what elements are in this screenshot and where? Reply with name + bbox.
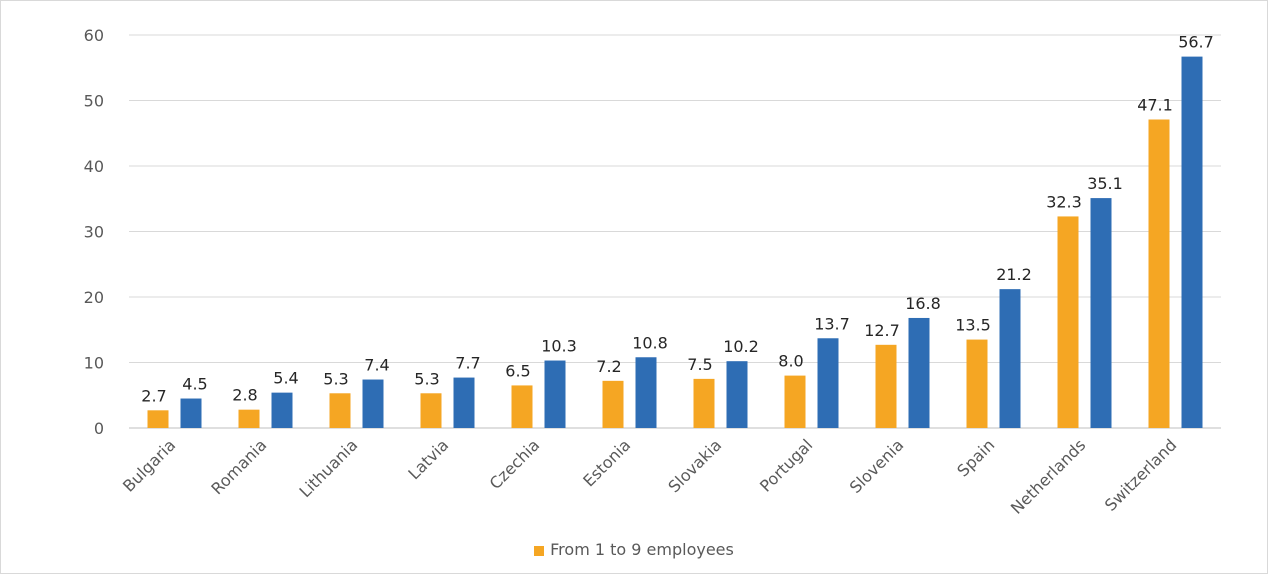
- bar-series-1: [784, 375, 806, 428]
- data-label-series-2: 7.4: [364, 356, 389, 375]
- x-category-label: Romania: [207, 435, 270, 498]
- y-axis: 0 10 20 30 40 50 60: [84, 26, 104, 438]
- x-category-label: Latvia: [404, 435, 452, 483]
- bar-series-2: [817, 338, 839, 428]
- bar-series-1: [420, 393, 442, 428]
- x-category-label: Czechia: [486, 435, 544, 493]
- bar-series-2: [635, 357, 657, 428]
- bar-series-1: [238, 409, 260, 428]
- bar-series-1: [875, 344, 897, 428]
- y-tick-label: 10: [84, 354, 104, 373]
- data-label-series-2: 13.7: [814, 314, 850, 333]
- x-category-label: Portugal: [756, 435, 816, 495]
- legend-swatch-series-1: [534, 546, 545, 556]
- data-label-series-1: 13.5: [955, 316, 991, 335]
- x-category-label: Netherlands: [1007, 435, 1089, 517]
- x-category-label: Spain: [953, 435, 998, 480]
- bar-series-2: [1090, 198, 1112, 428]
- bar-series-1: [1148, 119, 1170, 429]
- data-label-series-1: 5.3: [323, 369, 348, 388]
- data-label-series-1: 12.7: [864, 321, 900, 340]
- bars: [147, 56, 1203, 429]
- bar-series-2: [544, 360, 566, 428]
- bar-series-2: [453, 377, 475, 428]
- data-labels: 2.7 4.5 2.8 5.4 5.3 7.4 5.3 7.7 6.5 10.3 7.2 10.8 7.…: [141, 33, 1214, 406]
- bar-series-1: [147, 410, 169, 428]
- bar-series-2: [180, 398, 202, 428]
- data-label-series-2: 16.8: [905, 294, 941, 313]
- data-label-series-1: 47.1: [1137, 95, 1173, 114]
- y-tick-label: 60: [84, 26, 104, 45]
- bar-series-1: [693, 378, 715, 428]
- x-category-label: Lithuania: [295, 435, 361, 501]
- data-label-series-2: 56.7: [1178, 33, 1214, 52]
- bar-series-2: [908, 317, 930, 428]
- data-label-series-1: 32.3: [1046, 192, 1082, 211]
- y-tick-label: 50: [84, 92, 104, 111]
- data-label-series-1: 2.7: [141, 386, 166, 405]
- bar-series-2: [362, 379, 384, 428]
- bar-series-1: [511, 385, 533, 428]
- y-tick-label: 40: [84, 157, 104, 176]
- bar-series-1: [1057, 216, 1079, 428]
- x-category-label: Slovakia: [664, 435, 725, 496]
- data-label-series-1: 8.0: [778, 352, 803, 371]
- bar-series-2: [999, 289, 1021, 428]
- data-label-series-1: 2.8: [232, 386, 257, 405]
- data-label-series-1: 6.5: [505, 361, 530, 380]
- bar-series-2: [1181, 56, 1203, 429]
- x-axis: Bulgaria Romania Lithuania Latvia Czechia Est…: [119, 435, 1180, 517]
- legend: From 1 to 9 employees: [0, 540, 1268, 559]
- data-label-series-2: 35.1: [1087, 174, 1123, 193]
- y-tick-label: 30: [84, 223, 104, 242]
- y-tick-label: 20: [84, 288, 104, 307]
- x-category-label: Slovenia: [846, 435, 908, 497]
- bar-series-2: [726, 361, 748, 428]
- y-tick-label: 0: [94, 419, 104, 438]
- bar-series-1: [602, 380, 624, 428]
- legend-label-series-1: From 1 to 9 employees: [550, 540, 734, 559]
- data-label-series-1: 5.3: [414, 369, 439, 388]
- x-category-label: Switzerland: [1101, 435, 1180, 514]
- bar-series-1: [966, 339, 988, 428]
- bar-series-2: [271, 392, 293, 428]
- data-label-series-2: 10.8: [632, 333, 668, 352]
- data-label-series-2: 4.5: [182, 375, 207, 394]
- x-category-label: Estonia: [579, 435, 634, 490]
- data-label-series-2: 10.2: [723, 337, 759, 356]
- data-label-series-2: 7.7: [455, 354, 480, 373]
- data-label-series-2: 21.2: [996, 265, 1032, 284]
- x-category-label: Bulgaria: [119, 435, 179, 495]
- data-label-series-1: 7.2: [596, 357, 621, 376]
- data-label-series-1: 7.5: [687, 355, 712, 374]
- gridlines: [129, 34, 1221, 429]
- data-label-series-2: 5.4: [273, 369, 298, 388]
- data-label-series-2: 10.3: [541, 337, 577, 356]
- bar-series-1: [329, 393, 351, 428]
